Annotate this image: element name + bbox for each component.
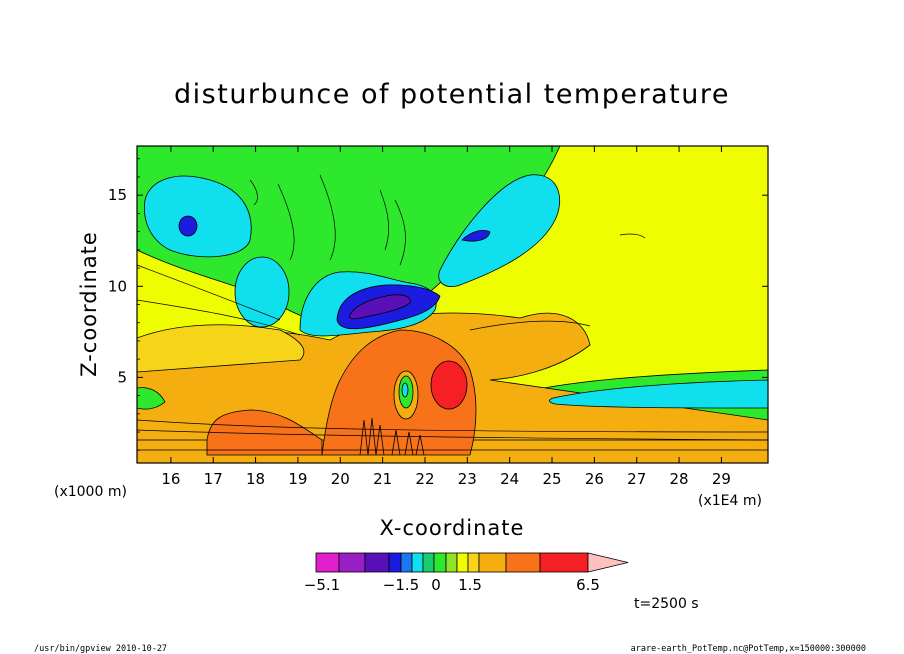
field-purple-core	[349, 294, 411, 320]
field-darkorange-left	[206, 409, 323, 456]
colorbar-tick-label: −1.5	[383, 576, 419, 594]
colorbar-segment	[400, 552, 413, 573]
x-tick-label: 19	[288, 470, 307, 488]
colorbar-segment	[445, 552, 458, 573]
contour-lines	[137, 174, 768, 451]
colorbar-segment	[505, 552, 541, 573]
field-red-blob	[430, 360, 468, 410]
footer-right: arare-earth_PotTemp.nc@PotTemp,x=150000:…	[631, 644, 866, 654]
x-tick-label: 17	[204, 470, 223, 488]
x-tick-label: 29	[712, 470, 731, 488]
field-cyan-right	[549, 379, 768, 409]
x-axis-label: X-coordinate	[380, 516, 525, 540]
axes: 16 17 18 19 20 21 22 23 24 25 26 27 28 29 5 10 15	[108, 146, 768, 488]
y-tick-label: 15	[108, 186, 127, 204]
colorbar-tick-label: 6.5	[576, 576, 600, 594]
colorbar-segment	[364, 552, 390, 573]
contour-spikes	[359, 417, 425, 456]
field-inner-cyan	[401, 382, 409, 398]
colorbar-segment	[315, 552, 340, 573]
x-tick-label: 27	[627, 470, 646, 488]
field-blue-upperleft	[178, 215, 198, 237]
x-tick-label: 16	[161, 470, 180, 488]
y-tick-label: 5	[117, 368, 127, 386]
colorbar-tick-label: −5.1	[304, 576, 340, 594]
field-green-leftedge	[137, 387, 166, 410]
colorbar-segment	[478, 552, 507, 573]
x-tick-label: 21	[373, 470, 392, 488]
x-tick-label: 23	[458, 470, 477, 488]
y-axis-label: Z-coordinate	[77, 231, 101, 377]
colorbar-extend-arrow	[587, 552, 629, 573]
x-unit-label: (x1E4 m)	[698, 493, 762, 509]
colorbar-tick-label: 0	[431, 576, 441, 594]
colorbar-segment	[338, 552, 366, 573]
x-tick-label: 18	[246, 470, 265, 488]
colorbar-segment	[467, 552, 480, 573]
plot-area	[137, 146, 768, 463]
colorbar-segment	[433, 552, 447, 573]
colorbar-segment	[388, 552, 402, 573]
colorbar-segment	[411, 552, 424, 573]
x-tick-label: 26	[585, 470, 604, 488]
y-tick-label: 10	[108, 277, 127, 295]
x-tick-label: 28	[670, 470, 689, 488]
colorbar-segment	[539, 552, 589, 573]
chart-title: disturbunce of potential temperature	[174, 79, 730, 110]
footer-left: /usr/bin/gpview 2010-10-27	[34, 644, 167, 654]
field-cyan-upperright	[438, 174, 561, 287]
x-tick-label: 24	[500, 470, 519, 488]
x-tick-label: 22	[415, 470, 434, 488]
field-cyan-midleft	[234, 256, 290, 328]
colorbar: −5.1 −1.5 0 1.5 6.5	[304, 552, 629, 594]
field-orange-left	[137, 324, 305, 373]
time-label: t=2500 s	[634, 596, 699, 612]
field-blue-upperright	[461, 230, 491, 242]
x-tick-label: 25	[542, 470, 561, 488]
y-unit-label: (x1000 m)	[54, 484, 127, 500]
colorbar-segment	[422, 552, 435, 573]
x-tick-label: 20	[331, 470, 350, 488]
field-cyan-upperleft	[144, 175, 252, 258]
colorbar-tick-label: 1.5	[458, 576, 482, 594]
colorbar-segment	[456, 552, 469, 573]
